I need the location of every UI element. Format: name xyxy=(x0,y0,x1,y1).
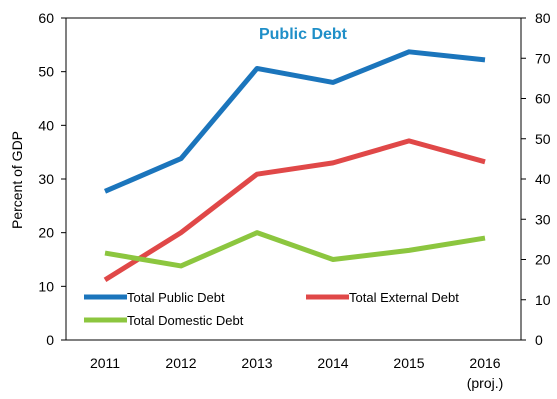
right-tick-label: 50 xyxy=(535,131,551,147)
right-tick-label: 0 xyxy=(535,332,543,348)
right-tick-label: 40 xyxy=(535,171,551,187)
right-tick-label: 20 xyxy=(535,252,551,268)
left-tick-label: 30 xyxy=(38,171,54,187)
x-tick-label: 2013 xyxy=(241,355,272,371)
left-tick-label: 20 xyxy=(38,225,54,241)
left-tick-label: 60 xyxy=(38,10,54,26)
right-tick-label: 60 xyxy=(535,91,551,107)
x-tick-sublabel: (proj.) xyxy=(467,375,504,391)
right-tick-label: 80 xyxy=(535,10,551,26)
left-tick-label: 40 xyxy=(38,117,54,133)
right-tick-label: 10 xyxy=(535,292,551,308)
series-line-total-public-debt xyxy=(104,49,486,194)
legend-label: Total External Debt xyxy=(349,290,459,305)
left-y-ticks: 0 10 20 30 40 50 60 xyxy=(38,10,66,348)
right-y-ticks: 0 10 20 30 40 50 60 70 80 xyxy=(521,10,551,348)
series-lines xyxy=(103,49,486,283)
series-line-total-domestic-debt xyxy=(104,230,486,269)
series-line-total-external-debt xyxy=(103,138,486,283)
x-ticks: 2011 2012 2013 2014 2015 2016 (proj.) xyxy=(90,355,503,391)
legend: Total Public Debt Total External Debt Tota… xyxy=(84,290,459,328)
legend-label: Total Domestic Debt xyxy=(127,313,244,328)
y-axis-title: Percent of GDP xyxy=(9,131,25,229)
left-tick-label: 10 xyxy=(38,278,54,294)
right-tick-label: 70 xyxy=(535,50,551,66)
x-tick-label: 2015 xyxy=(393,355,424,371)
x-tick-label: 2014 xyxy=(317,355,348,371)
x-tick-label: 2016 xyxy=(469,355,500,371)
left-tick-label: 50 xyxy=(38,64,54,80)
legend-label: Total Public Debt xyxy=(127,290,225,305)
left-tick-label: 0 xyxy=(46,332,54,348)
right-tick-label: 30 xyxy=(535,211,551,227)
x-tick-label: 2012 xyxy=(165,355,196,371)
x-tick-label: 2011 xyxy=(90,355,120,371)
chart-title: Public Debt xyxy=(259,26,348,43)
